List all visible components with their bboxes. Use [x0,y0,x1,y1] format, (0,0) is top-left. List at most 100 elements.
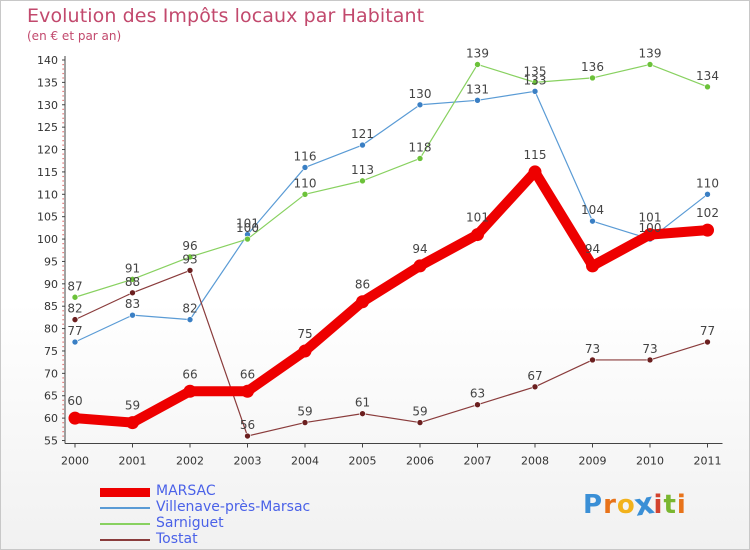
y-minor-tick [62,135,64,137]
y-tick-label: 110 [37,188,58,201]
y-tick-label: 65 [44,390,58,403]
y-tick-label: 95 [44,255,58,268]
data-point-sarniguet [704,83,711,91]
data-point-sarniguet [129,276,136,283]
y-minor-tick [62,86,64,88]
data-label-tostat: 73 [585,342,600,356]
data-label-marsac: 66 [240,367,255,381]
y-minor-tick [62,314,64,316]
data-label-tostat: 77 [700,324,715,338]
x-tick-label: 2008 [521,455,549,468]
logo-letter: P [583,490,604,520]
y-tick-label: 85 [44,300,58,313]
chart-subtitle: (en € et par an) [27,29,122,43]
data-point-tostat [646,356,654,364]
data-label-tostat: 63 [470,387,485,401]
y-minor-tick [62,180,64,182]
data-point-tostat [71,316,79,323]
y-minor-tick [62,377,64,379]
y-minor-tick [62,399,64,401]
y-minor-tick [62,341,64,343]
y-minor-tick [62,122,64,124]
data-label-tostat: 56 [240,418,255,432]
data-point-sarniguet [244,235,251,243]
y-tick-label: 135 [37,76,58,89]
data-point-sarniguet [531,79,539,86]
y-minor-tick [62,431,64,433]
data-point-villenave-pr-s-marsac [186,316,194,323]
data-label-marsac: 115 [524,148,547,162]
data-label-marsac: 94 [585,242,600,256]
data-label-sarniguet: 134 [696,69,719,83]
data-point-sarniguet [416,155,424,162]
y-minor-tick [62,117,64,119]
x-tick-label: 2003 [234,455,262,468]
data-point-marsac [528,165,542,179]
y-minor-tick [62,99,64,101]
logo-letter: r [603,490,617,520]
y-minor-tick [62,363,64,366]
y-minor-tick [62,269,64,272]
data-label-sarniguet: 118 [409,140,432,154]
y-minor-tick [62,408,64,410]
data-point-tostat [301,419,309,426]
data-point-marsac [126,416,139,430]
y-minor-tick [62,198,64,200]
y-tick-label: 70 [44,367,58,380]
data-point-marsac [471,228,484,242]
y-minor-tick [62,381,64,384]
data-label-tostat: 59 [297,405,312,419]
y-tick-label: 90 [44,278,58,291]
y-minor-tick [62,274,64,276]
data-point-tostat [186,267,194,274]
x-tick-label: 2006 [406,455,434,468]
y-minor-tick [62,229,64,231]
data-label-tostat: 59 [412,405,427,419]
data-label-sarniguet: 139 [466,46,489,60]
y-minor-tick [62,108,64,110]
data-point-sarniguet [71,293,79,301]
data-label-villenave-pr-s-marsac: 121 [351,127,374,141]
y-minor-tick [62,162,64,164]
chart-data-labels: 77 83 82 101 116 121 130 131 133 104 100 110 87 91 96 1… [67,46,719,432]
series-line-sarniguet [74,63,709,298]
data-point-villenave-pr-s-marsac [416,101,424,109]
y-tick-label: 75 [44,345,58,358]
legend-label: Sarniguet [156,515,224,531]
y-minor-tick [62,359,64,361]
data-point-villenave-pr-s-marsac [531,88,539,95]
y-minor-tick [62,337,64,339]
x-tick-label: 2000 [61,455,89,468]
legend-swatch [100,523,150,525]
data-label-sarniguet: 135 [524,64,547,78]
data-label-villenave-pr-s-marsac: 116 [294,149,317,163]
logo-letter: i [676,490,687,520]
legend-swatch [100,487,150,497]
data-point-marsac [701,223,714,237]
data-label-marsac: 86 [355,278,370,292]
x-tick-label: 2010 [636,455,664,468]
y-minor-tick [62,113,64,115]
y-minor-tick [62,292,64,294]
legend-swatch [100,507,150,509]
data-point-marsac [356,295,369,309]
chart-axes: 55 60 65 70 75 80 85 90 95 100 105 110 115 120 125 130 1… [37,54,723,468]
y-minor-tick [62,265,64,267]
data-point-tostat [474,401,481,408]
data-label-villenave-pr-s-marsac: 101 [236,217,259,231]
y-minor-tick [62,354,64,357]
y-minor-tick [62,404,64,406]
y-minor-tick [62,234,64,236]
data-point-marsac [586,259,599,273]
y-minor-tick [62,323,64,325]
y-minor-tick [62,435,64,437]
y-tick-label: 55 [44,435,58,448]
data-point-villenave-pr-s-marsac [301,164,309,171]
data-point-marsac [183,384,197,398]
y-minor-tick [62,131,64,133]
data-label-villenave-pr-s-marsac: 100 [639,221,662,235]
data-point-villenave-pr-s-marsac [474,96,481,104]
x-tick-label: 2011 [694,455,722,468]
data-label-villenave-pr-s-marsac: 131 [466,82,489,96]
y-minor-tick [62,68,64,70]
